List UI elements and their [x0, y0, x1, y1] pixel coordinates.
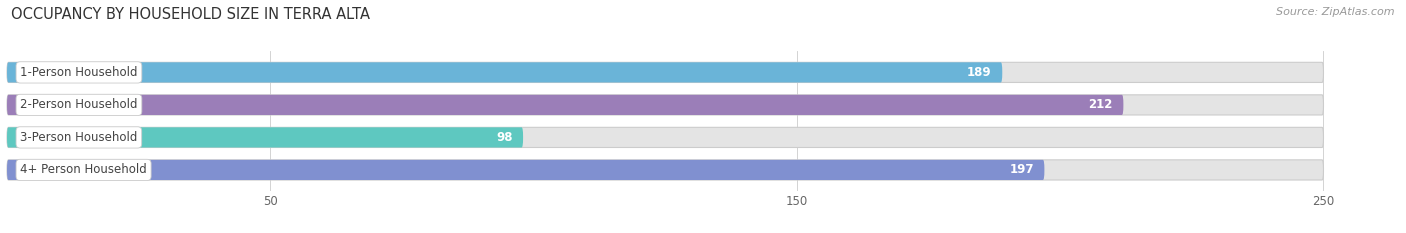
Text: 3-Person Household: 3-Person Household [20, 131, 138, 144]
Text: 189: 189 [967, 66, 991, 79]
FancyBboxPatch shape [7, 62, 1002, 82]
FancyBboxPatch shape [7, 62, 1323, 82]
FancyBboxPatch shape [7, 95, 1323, 115]
FancyBboxPatch shape [7, 127, 1323, 147]
Text: 2-Person Household: 2-Person Household [20, 98, 138, 111]
Text: 98: 98 [496, 131, 513, 144]
Text: Source: ZipAtlas.com: Source: ZipAtlas.com [1277, 7, 1395, 17]
FancyBboxPatch shape [7, 127, 523, 147]
FancyBboxPatch shape [7, 160, 1045, 180]
FancyBboxPatch shape [7, 160, 1323, 180]
Text: 4+ Person Household: 4+ Person Household [20, 163, 148, 176]
Text: 212: 212 [1088, 98, 1114, 111]
Text: OCCUPANCY BY HOUSEHOLD SIZE IN TERRA ALTA: OCCUPANCY BY HOUSEHOLD SIZE IN TERRA ALT… [11, 7, 370, 22]
Text: 197: 197 [1010, 163, 1033, 176]
Text: 1-Person Household: 1-Person Household [20, 66, 138, 79]
FancyBboxPatch shape [7, 95, 1123, 115]
